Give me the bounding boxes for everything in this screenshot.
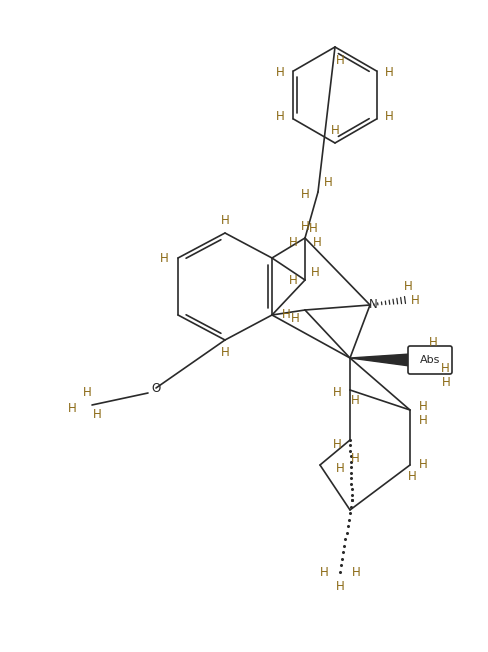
Text: H: H: [333, 387, 342, 400]
Text: H: H: [313, 237, 322, 250]
Text: H: H: [410, 293, 419, 306]
Text: H: H: [308, 222, 317, 235]
Text: H: H: [324, 175, 332, 188]
Text: H: H: [350, 451, 359, 464]
Text: H: H: [160, 252, 168, 265]
Text: H: H: [221, 213, 229, 226]
Text: H: H: [68, 402, 77, 415]
Text: H: H: [419, 413, 427, 426]
Text: H: H: [221, 346, 229, 359]
Text: H: H: [336, 580, 345, 593]
Text: H: H: [428, 336, 437, 349]
Text: H: H: [404, 280, 412, 293]
Text: H: H: [333, 439, 342, 451]
Text: H: H: [336, 55, 345, 68]
FancyBboxPatch shape: [408, 346, 452, 374]
Text: H: H: [350, 394, 359, 406]
Text: H: H: [385, 110, 394, 123]
Text: N: N: [368, 299, 377, 312]
Polygon shape: [350, 354, 410, 366]
Text: H: H: [331, 123, 339, 136]
Text: H: H: [419, 458, 427, 471]
Text: H: H: [407, 471, 416, 484]
Text: H: H: [301, 188, 309, 201]
Text: H: H: [82, 385, 91, 398]
Text: H: H: [441, 361, 449, 374]
Text: H: H: [301, 220, 309, 233]
Text: H: H: [93, 409, 102, 421]
Text: H: H: [311, 265, 319, 278]
Text: H: H: [442, 376, 450, 389]
Text: H: H: [320, 565, 328, 578]
Text: H: H: [282, 308, 290, 321]
Text: H: H: [419, 400, 427, 413]
Text: H: H: [276, 67, 285, 80]
Text: H: H: [336, 462, 345, 475]
Text: H: H: [352, 565, 360, 578]
Text: H: H: [288, 273, 297, 286]
Text: Abs: Abs: [420, 355, 440, 365]
Text: O: O: [151, 381, 161, 394]
Text: H: H: [291, 312, 299, 325]
Text: H: H: [385, 67, 394, 80]
Text: H: H: [276, 110, 285, 123]
Text: H: H: [288, 237, 297, 250]
